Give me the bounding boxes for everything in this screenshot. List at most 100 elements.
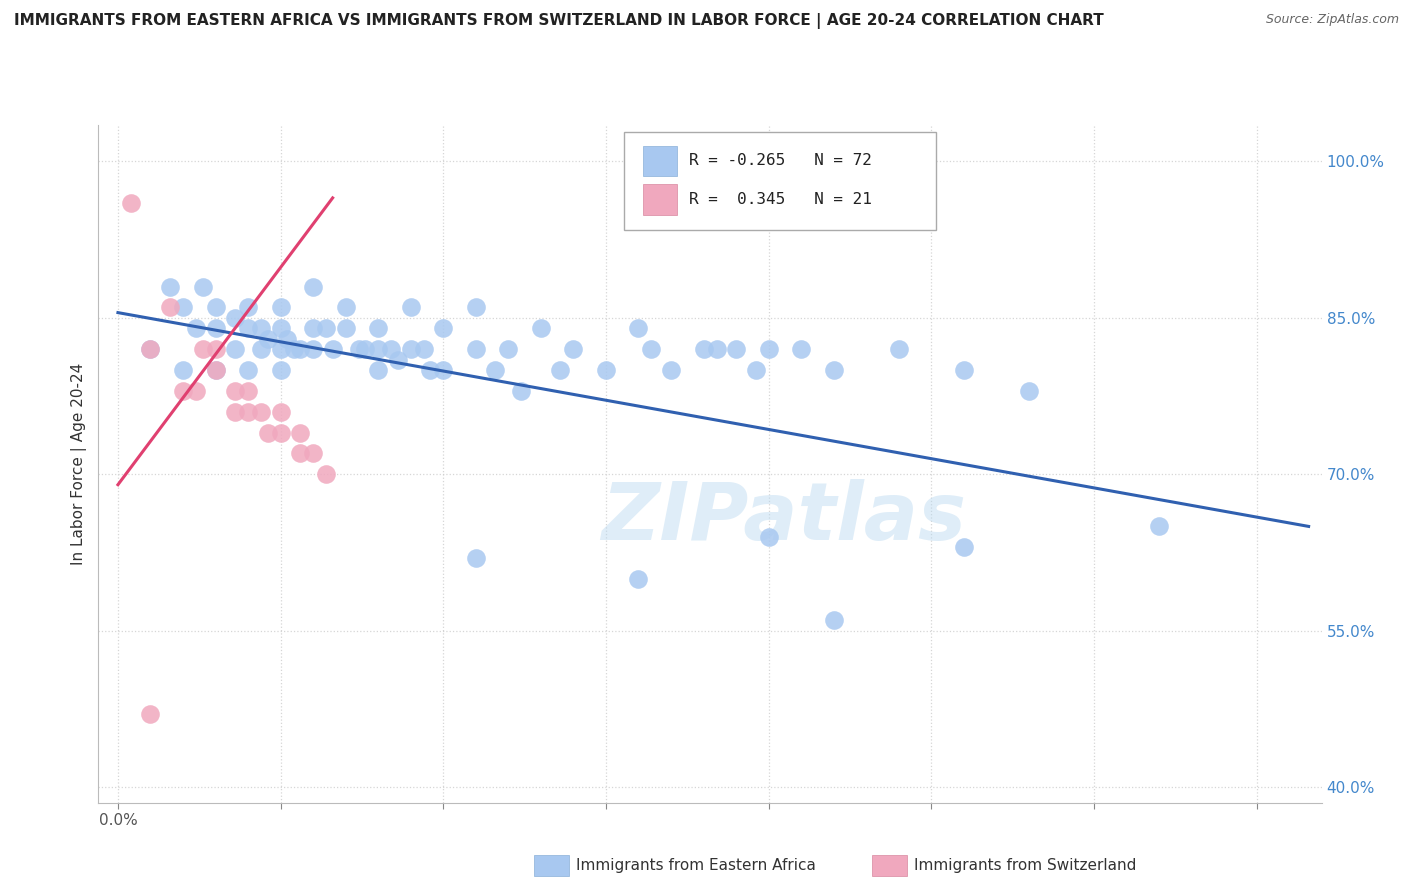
Point — [204, 321, 226, 335]
Point — [380, 342, 402, 356]
Point — [412, 342, 434, 356]
Point — [1018, 384, 1040, 398]
Point — [204, 342, 226, 356]
Point — [224, 342, 246, 356]
Point — [419, 363, 441, 377]
Point — [204, 363, 226, 377]
Point — [823, 613, 845, 627]
Point — [270, 301, 292, 315]
Point — [204, 363, 226, 377]
Point — [887, 342, 910, 356]
Text: Source: ZipAtlas.com: Source: ZipAtlas.com — [1265, 13, 1399, 27]
Point — [172, 301, 194, 315]
Point — [315, 467, 337, 482]
Text: ZIPatlas: ZIPatlas — [600, 479, 966, 558]
Point — [302, 279, 325, 293]
Point — [347, 342, 370, 356]
Point — [139, 342, 162, 356]
Point — [270, 363, 292, 377]
Text: Immigrants from Switzerland: Immigrants from Switzerland — [914, 858, 1136, 872]
Point — [510, 384, 533, 398]
Point — [120, 196, 142, 211]
Point — [159, 301, 181, 315]
Point — [550, 363, 572, 377]
Point — [224, 405, 246, 419]
Point — [288, 446, 311, 460]
Point — [302, 446, 325, 460]
Point — [464, 550, 486, 565]
Bar — [643, 185, 678, 215]
Point — [335, 301, 357, 315]
Point — [627, 321, 650, 335]
Point — [191, 279, 214, 293]
Point — [354, 342, 377, 356]
Point — [706, 342, 728, 356]
Point — [367, 321, 389, 335]
Point — [224, 384, 246, 398]
Point — [315, 321, 337, 335]
Point — [484, 363, 506, 377]
Point — [640, 342, 662, 356]
Point — [725, 342, 748, 356]
Point — [236, 363, 259, 377]
Bar — [643, 145, 678, 176]
Point — [302, 342, 325, 356]
Point — [204, 301, 226, 315]
Point — [139, 342, 162, 356]
FancyBboxPatch shape — [624, 132, 936, 230]
Point — [595, 363, 617, 377]
Point — [172, 363, 194, 377]
Point — [744, 363, 766, 377]
Point — [236, 321, 259, 335]
Point — [236, 384, 259, 398]
Point — [159, 279, 181, 293]
Point — [302, 321, 325, 335]
Text: IMMIGRANTS FROM EASTERN AFRICA VS IMMIGRANTS FROM SWITZERLAND IN LABOR FORCE | A: IMMIGRANTS FROM EASTERN AFRICA VS IMMIGR… — [14, 13, 1104, 29]
Text: R = -0.265   N = 72: R = -0.265 N = 72 — [689, 153, 872, 169]
Point — [367, 363, 389, 377]
Point — [562, 342, 585, 356]
Point — [758, 530, 780, 544]
Point — [335, 321, 357, 335]
Point — [823, 363, 845, 377]
Point — [952, 541, 974, 555]
Point — [627, 572, 650, 586]
Point — [758, 342, 780, 356]
Point — [276, 332, 298, 346]
Point — [399, 301, 422, 315]
Point — [250, 321, 273, 335]
Point — [270, 321, 292, 335]
Point — [270, 342, 292, 356]
Point — [236, 301, 259, 315]
Point — [530, 321, 553, 335]
Point — [250, 405, 273, 419]
Point — [464, 301, 486, 315]
Text: R =  0.345   N = 21: R = 0.345 N = 21 — [689, 192, 872, 207]
Point — [498, 342, 520, 356]
Point — [464, 342, 486, 356]
Point — [250, 342, 273, 356]
Point — [270, 405, 292, 419]
Point — [139, 707, 162, 722]
Text: Immigrants from Eastern Africa: Immigrants from Eastern Africa — [576, 858, 817, 872]
Point — [288, 342, 311, 356]
Point — [659, 363, 682, 377]
Point — [322, 342, 344, 356]
Point — [283, 342, 305, 356]
Point — [1147, 519, 1170, 533]
Point — [952, 363, 974, 377]
Point — [236, 405, 259, 419]
Y-axis label: In Labor Force | Age 20-24: In Labor Force | Age 20-24 — [72, 363, 87, 565]
Point — [172, 384, 194, 398]
Point — [191, 342, 214, 356]
Point — [432, 321, 454, 335]
Point — [224, 310, 246, 325]
Point — [367, 342, 389, 356]
Point — [790, 342, 813, 356]
Point — [399, 342, 422, 356]
Point — [288, 425, 311, 440]
Point — [692, 342, 714, 356]
Point — [270, 425, 292, 440]
Point — [184, 321, 207, 335]
Point — [256, 425, 278, 440]
